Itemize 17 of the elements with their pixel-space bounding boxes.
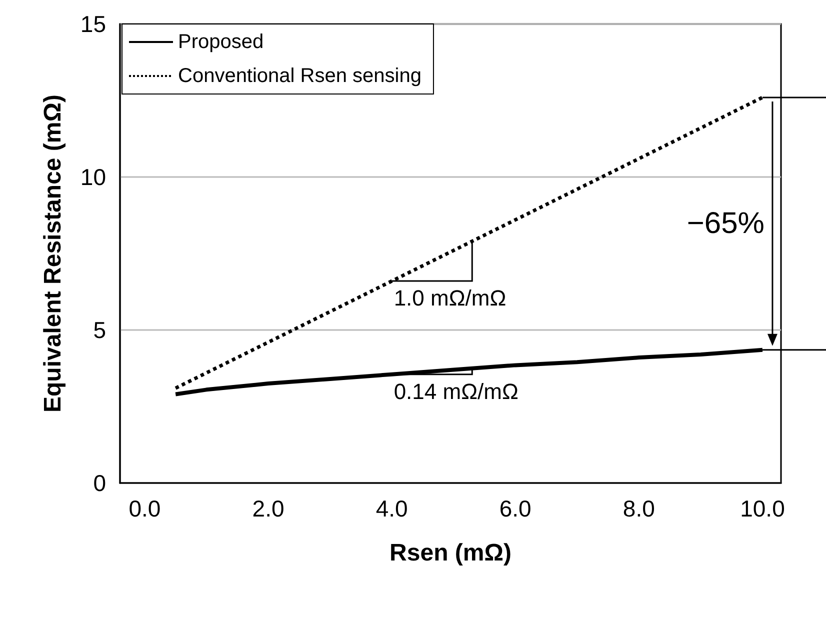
y-axis-title: Equivalent Resistance (mΩ) <box>40 94 66 412</box>
x-tick-label: 4.0 <box>376 496 408 522</box>
x-tick-label: 2.0 <box>252 496 284 522</box>
annotation: −65% <box>686 207 764 240</box>
annotation: 0.14 mΩ/mΩ <box>394 378 518 404</box>
annotation: 1.0 mΩ/mΩ <box>394 286 506 311</box>
x-tick-label: 10.0 <box>740 496 785 522</box>
y-tick-label: 15 <box>80 11 106 37</box>
y-tick-label: 10 <box>80 164 106 190</box>
x-tick-label: 6.0 <box>499 496 532 522</box>
legend-label: Conventional Rsen sensing <box>178 65 422 87</box>
legend-label: Proposed <box>178 31 264 53</box>
y-tick-label: 0 <box>93 470 106 496</box>
x-axis-title: Rsen (mΩ) <box>390 540 512 566</box>
x-tick-label: 8.0 <box>622 496 655 522</box>
y-tick-label: 5 <box>93 317 106 343</box>
x-tick-label: 0.0 <box>128 496 161 522</box>
